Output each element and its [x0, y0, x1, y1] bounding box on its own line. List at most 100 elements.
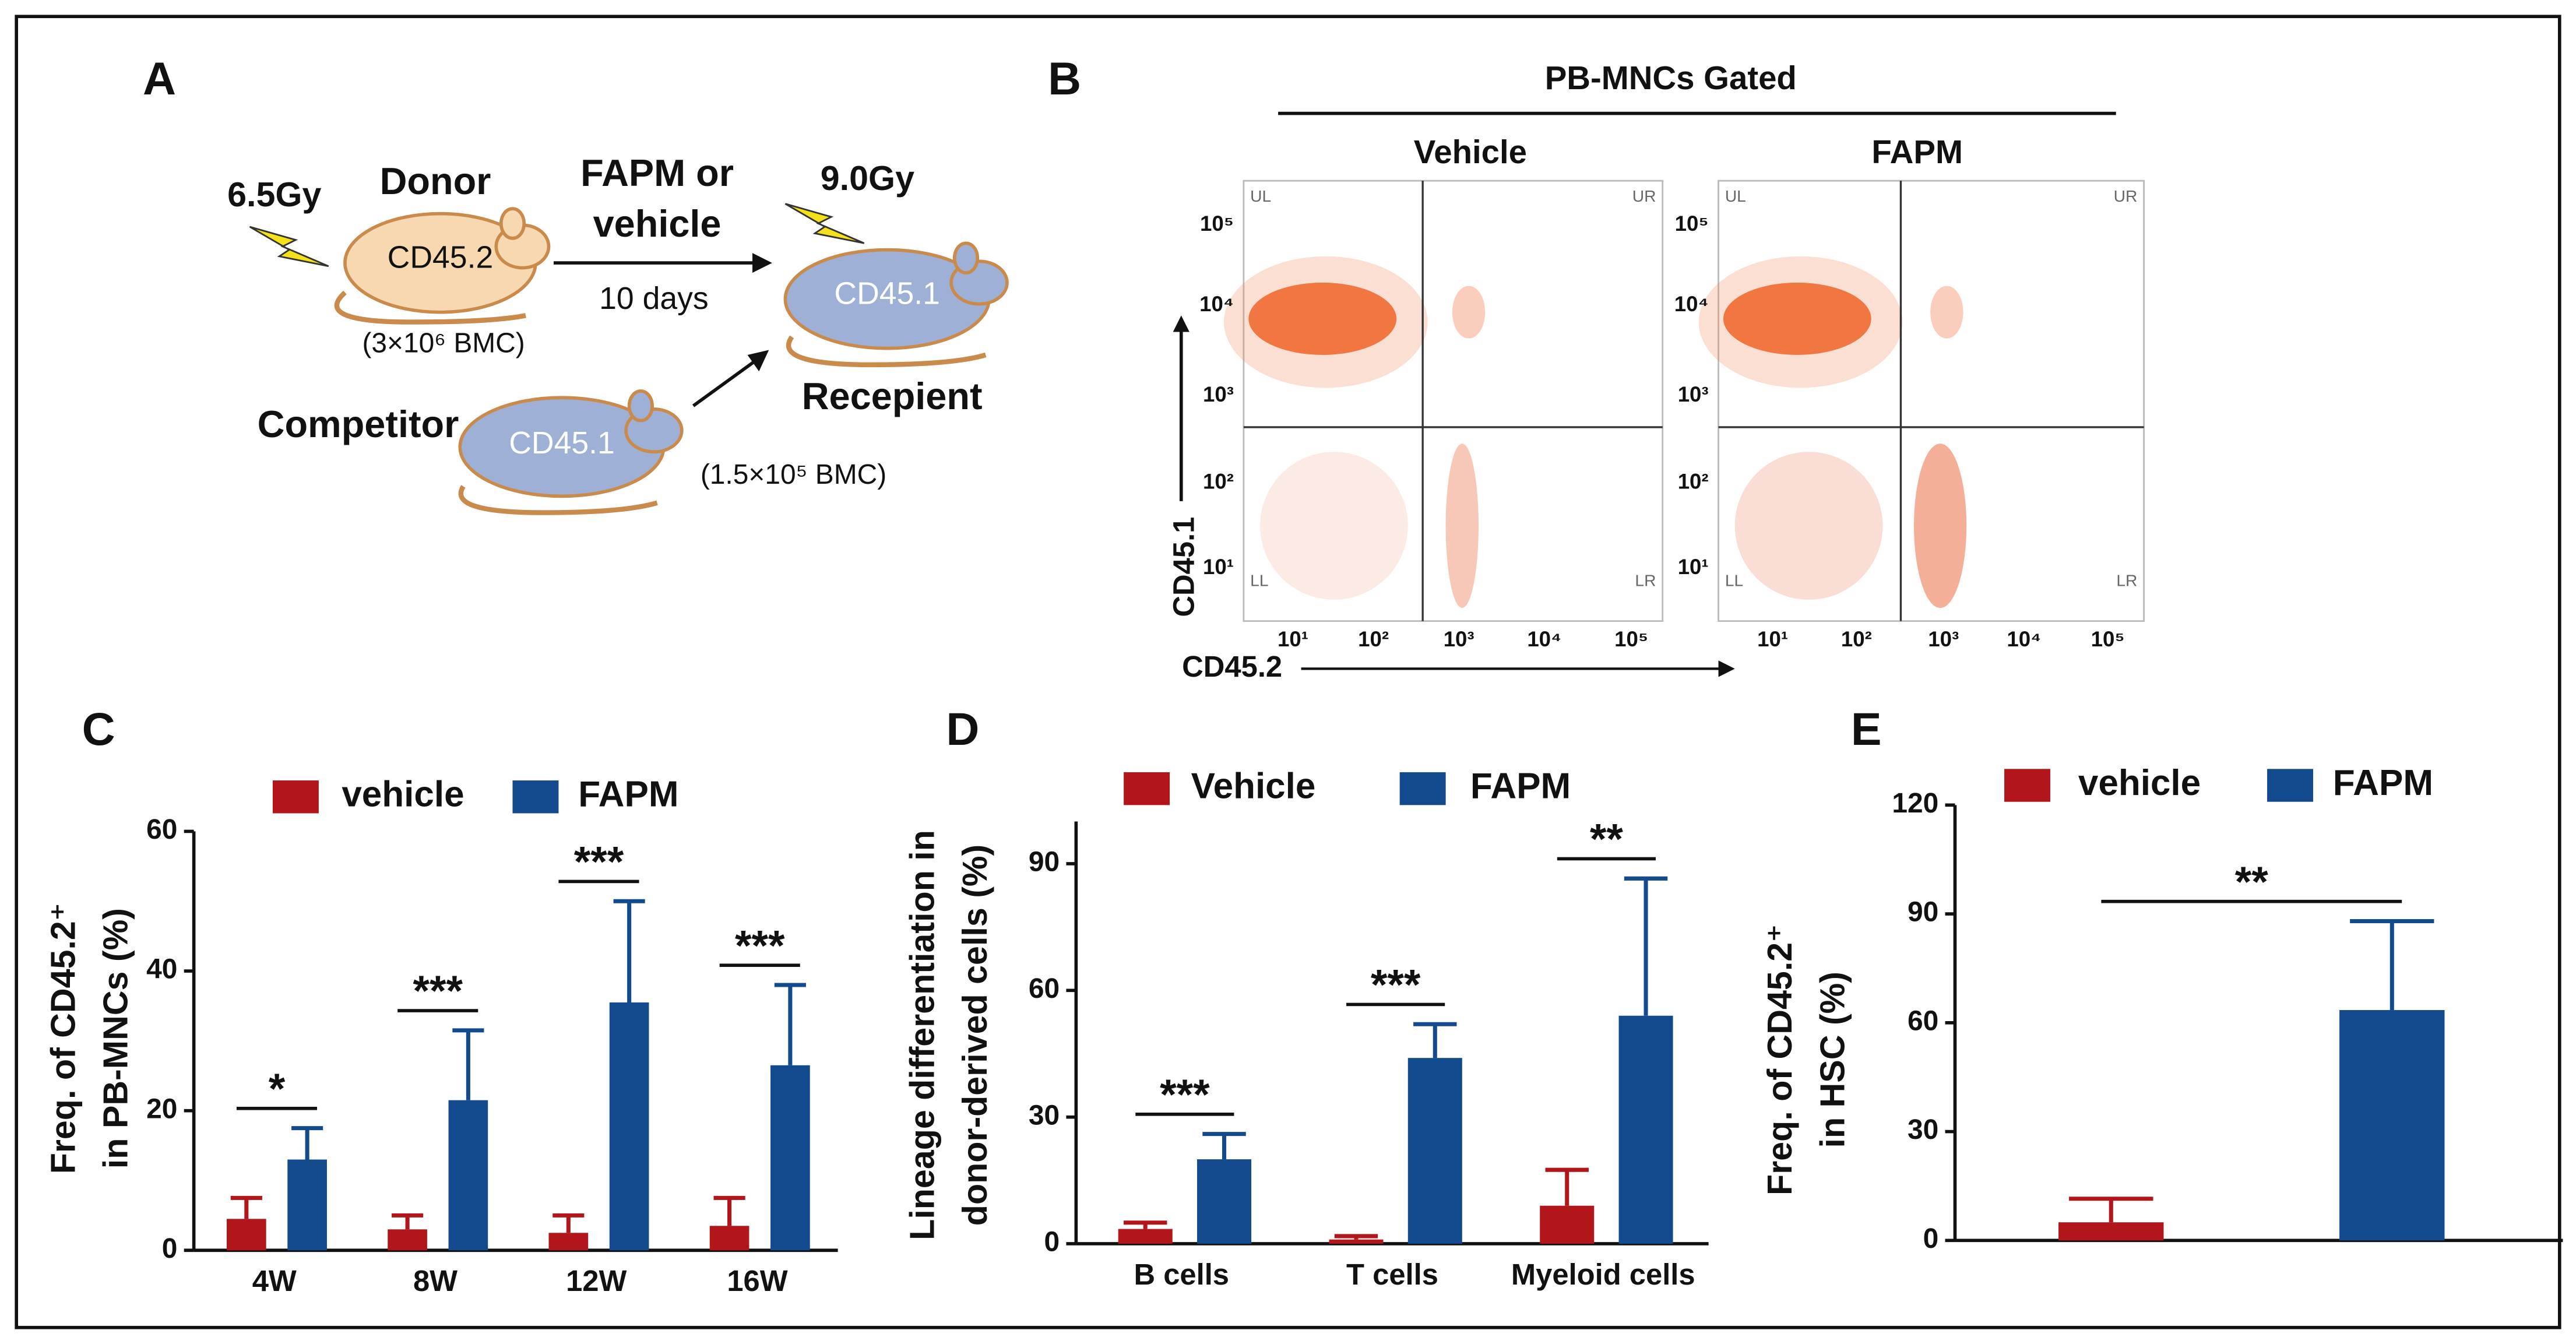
arrow-head	[1173, 315, 1190, 332]
significance-label: ***	[574, 838, 624, 886]
y-tick-label: 10⁴	[1199, 292, 1234, 316]
bar	[1118, 1229, 1173, 1244]
legend-label: Vehicle	[1191, 766, 1316, 807]
quadrant-label: UR	[2114, 187, 2138, 205]
y-tick-label: 10¹	[1678, 555, 1709, 579]
error-bar	[552, 1213, 585, 1233]
error-bar	[392, 1213, 424, 1230]
treatment-label: FAPM or	[580, 152, 734, 194]
quadrant-label: LR	[1635, 571, 1656, 589]
y-axis-label: in PB-MNCs (%)	[96, 908, 135, 1169]
x-tick-label: 16W	[727, 1264, 787, 1297]
y-tick-label: 30	[1908, 1114, 1938, 1145]
legend-label: vehicle	[2078, 763, 2201, 803]
bar	[548, 1233, 589, 1251]
error-bar	[2069, 1197, 2153, 1223]
panel-label: A	[143, 53, 176, 104]
y-tick-label: 20	[146, 1093, 177, 1124]
y-tick-label: 10⁴	[1674, 292, 1709, 316]
recipient-label: Recepient	[802, 375, 983, 417]
competitor-mouse	[458, 389, 684, 515]
event-cloud	[1698, 256, 1903, 388]
error-bar	[230, 1195, 262, 1219]
bar	[1540, 1205, 1595, 1244]
x-tick-label: 4W	[252, 1264, 297, 1297]
significance-label: ***	[413, 967, 463, 1015]
legend-label: FAPM	[578, 775, 678, 815]
y-axis-label: Lineage differentiation in	[903, 830, 942, 1240]
legend-label: FAPM	[2333, 763, 2433, 803]
bar	[770, 1065, 810, 1251]
event-cloud	[1224, 256, 1428, 388]
error-bar	[1413, 1022, 1457, 1058]
legend-swatch	[1124, 772, 1170, 805]
y-axis-label: in HSC (%)	[1813, 972, 1852, 1148]
quadrant-label: LR	[2116, 571, 2137, 589]
flow-title: PB-MNCs Gated	[1545, 59, 1797, 96]
y-tick-label: 60	[146, 814, 177, 845]
quadrant-label: UL	[1725, 187, 1746, 205]
legend-swatch	[2267, 769, 2313, 802]
event-cloud	[1452, 286, 1486, 339]
donor-label: Donor	[380, 160, 491, 202]
cells-label: (3×10⁶ BMC)	[362, 328, 525, 359]
duration-label: 10 days	[599, 282, 709, 316]
panel-label: B	[1048, 53, 1081, 104]
arrow-head	[1718, 660, 1735, 677]
recipient-mouse	[783, 241, 1009, 368]
event-cloud	[1930, 286, 1963, 339]
y-tick-label: 10⁵	[1200, 212, 1234, 235]
bar	[448, 1100, 488, 1251]
radiation-icon	[249, 226, 329, 268]
panel-label: C	[82, 703, 115, 755]
plot-title: FAPM	[1871, 133, 1963, 170]
legend-label: FAPM	[1470, 766, 1571, 807]
y-tick-label: 40	[146, 954, 177, 985]
legend-swatch	[1399, 772, 1446, 805]
y-tick-label: 0	[162, 1233, 178, 1264]
error-bar	[713, 1195, 745, 1226]
y-tick-label: 10²	[1678, 470, 1709, 494]
bar	[287, 1159, 327, 1251]
bar	[1407, 1058, 1462, 1244]
x-tick-label: B cells	[1134, 1258, 1229, 1291]
bar	[1618, 1015, 1673, 1244]
event-cloud	[1723, 282, 1871, 355]
bar	[227, 1219, 266, 1251]
significance-label: *	[269, 1065, 286, 1113]
y-tick-label: 10²	[1203, 470, 1234, 494]
x-tick-label: Myeloid cells	[1511, 1258, 1695, 1291]
event-cloud	[1260, 452, 1408, 600]
arrow-head	[752, 253, 772, 273]
y-tick-label: 10³	[1203, 382, 1234, 406]
significance-label: ***	[1160, 1071, 1210, 1118]
x-tick-label: T cells	[1346, 1258, 1438, 1291]
y-tick-label: 90	[1029, 847, 1060, 878]
legend-swatch	[2004, 769, 2050, 802]
competitor-label: Competitor	[258, 403, 459, 445]
error-bar	[1545, 1167, 1589, 1206]
x-axis-label: CD45.2	[1182, 650, 1282, 683]
arrow-head	[747, 350, 769, 372]
flow-panel: PB-MNCs Gated Vehicle FAPM CD45.1 CD45.2	[1167, 59, 2116, 683]
bar	[1197, 1159, 1252, 1244]
legend-label: vehicle	[342, 775, 464, 815]
dose-label: 6.5Gy	[227, 175, 321, 214]
y-axis-label: Freq. of CD45.2⁺	[1760, 924, 1799, 1195]
marker-label: CD45.1	[834, 277, 940, 311]
error-bar	[1624, 876, 1668, 1016]
panel-label: E	[1851, 703, 1882, 755]
x-tick-label: 10⁵	[2091, 627, 2125, 651]
x-tick-label: 10³	[1928, 627, 1959, 651]
x-tick-label: 8W	[413, 1264, 458, 1297]
y-tick-label: 120	[1892, 788, 1938, 819]
x-tick-label: 10⁴	[1527, 627, 1561, 651]
y-tick-label: 0	[1923, 1223, 1939, 1254]
y-tick-label: 60	[1029, 973, 1060, 1004]
error-bar	[1202, 1132, 1246, 1160]
legend-swatch	[272, 780, 319, 814]
marker-label: CD45.1	[509, 426, 615, 460]
y-tick-label: 10⁵	[1675, 212, 1709, 235]
y-tick-label: 90	[1908, 897, 1938, 928]
